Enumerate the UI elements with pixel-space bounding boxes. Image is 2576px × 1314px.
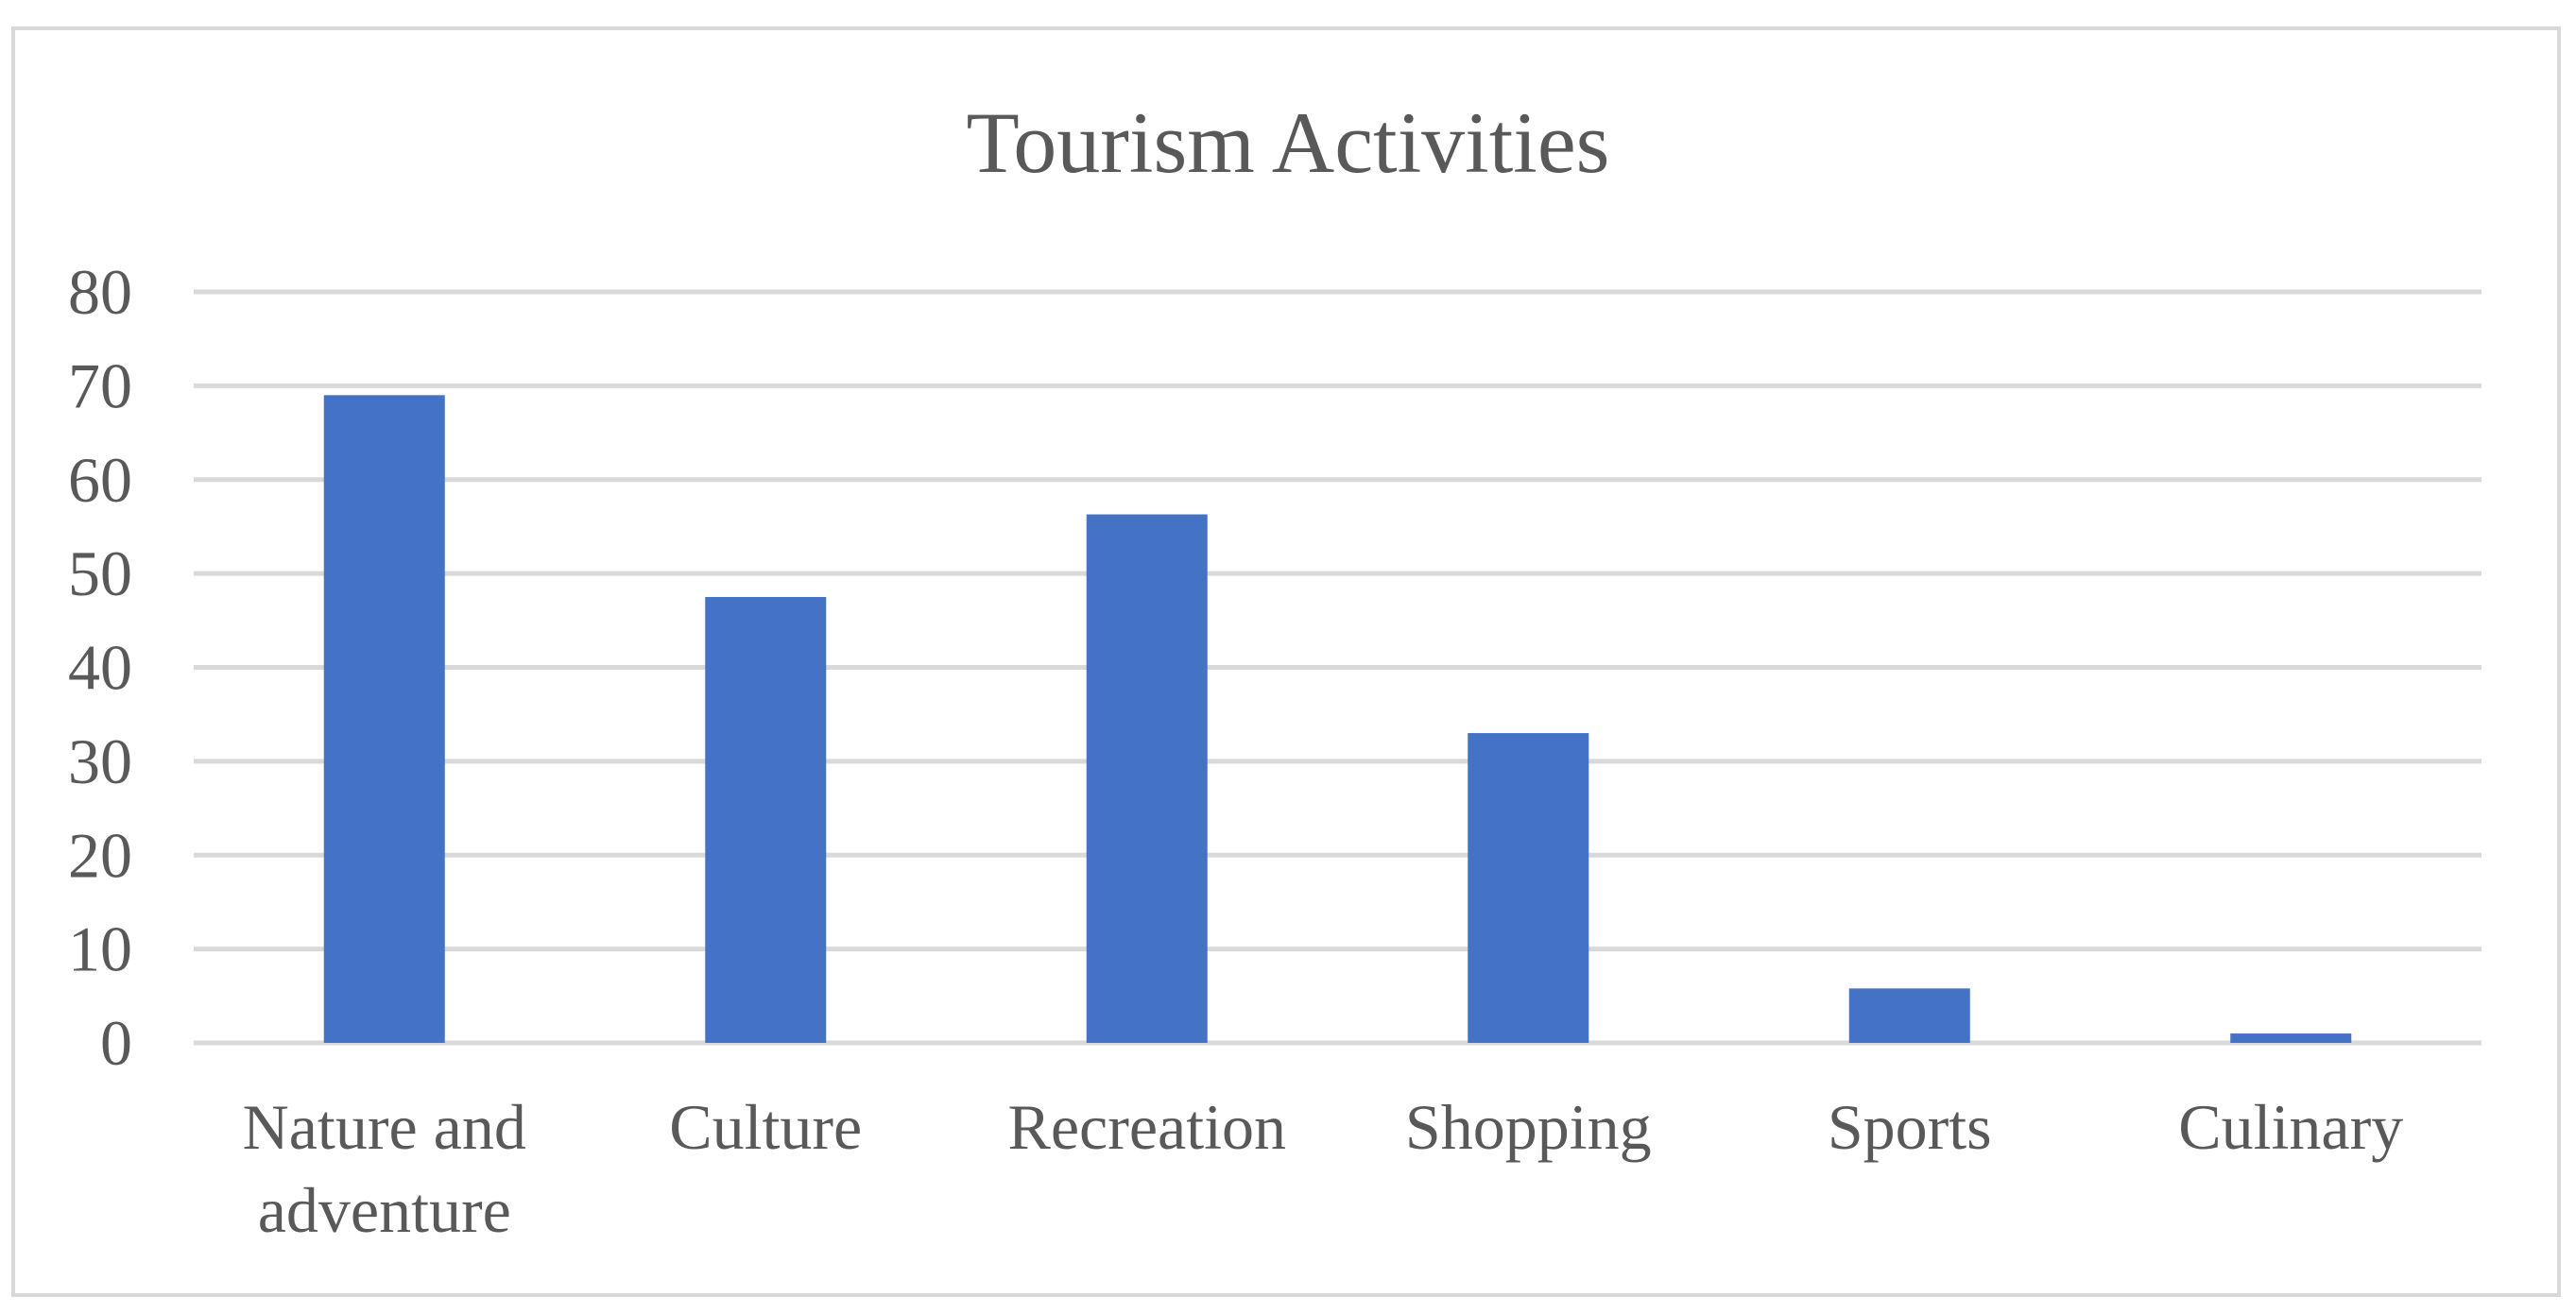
- x-axis-labels: Nature and adventure Culture Recreation Shop…: [243, 1091, 2404, 1246]
- x-category-label: Shopping: [1405, 1091, 1652, 1163]
- x-category-label: Culture: [669, 1091, 862, 1163]
- y-tick-label: 10: [68, 913, 132, 985]
- bar: [323, 395, 445, 1043]
- y-tick-label: 80: [68, 256, 132, 328]
- y-tick-label: 50: [68, 538, 132, 609]
- bar: [1086, 514, 1208, 1043]
- chart-title: Tourism Activities: [967, 94, 1610, 191]
- x-category-label: adventure: [258, 1174, 511, 1246]
- bar: [2230, 1033, 2352, 1043]
- y-tick-label: 20: [68, 819, 132, 891]
- y-tick-label: 40: [68, 632, 132, 704]
- gridlines: [194, 289, 2482, 1046]
- x-category-label: Culinary: [2178, 1091, 2403, 1163]
- y-tick-label: 60: [68, 444, 132, 516]
- y-tick-label: 70: [68, 350, 132, 421]
- x-category-label: Nature and: [243, 1091, 526, 1163]
- bars: [323, 395, 2352, 1043]
- x-category-label: Recreation: [1007, 1091, 1286, 1163]
- y-axis-ticks: 0 10 20 30 40 50 60 70 80: [68, 256, 132, 1079]
- y-tick-label: 0: [100, 1007, 132, 1079]
- bar: [705, 596, 827, 1043]
- bar: [1468, 733, 1589, 1043]
- y-tick-label: 30: [68, 725, 132, 797]
- x-category-label: Sports: [1828, 1091, 1992, 1163]
- bar: [1848, 988, 1970, 1043]
